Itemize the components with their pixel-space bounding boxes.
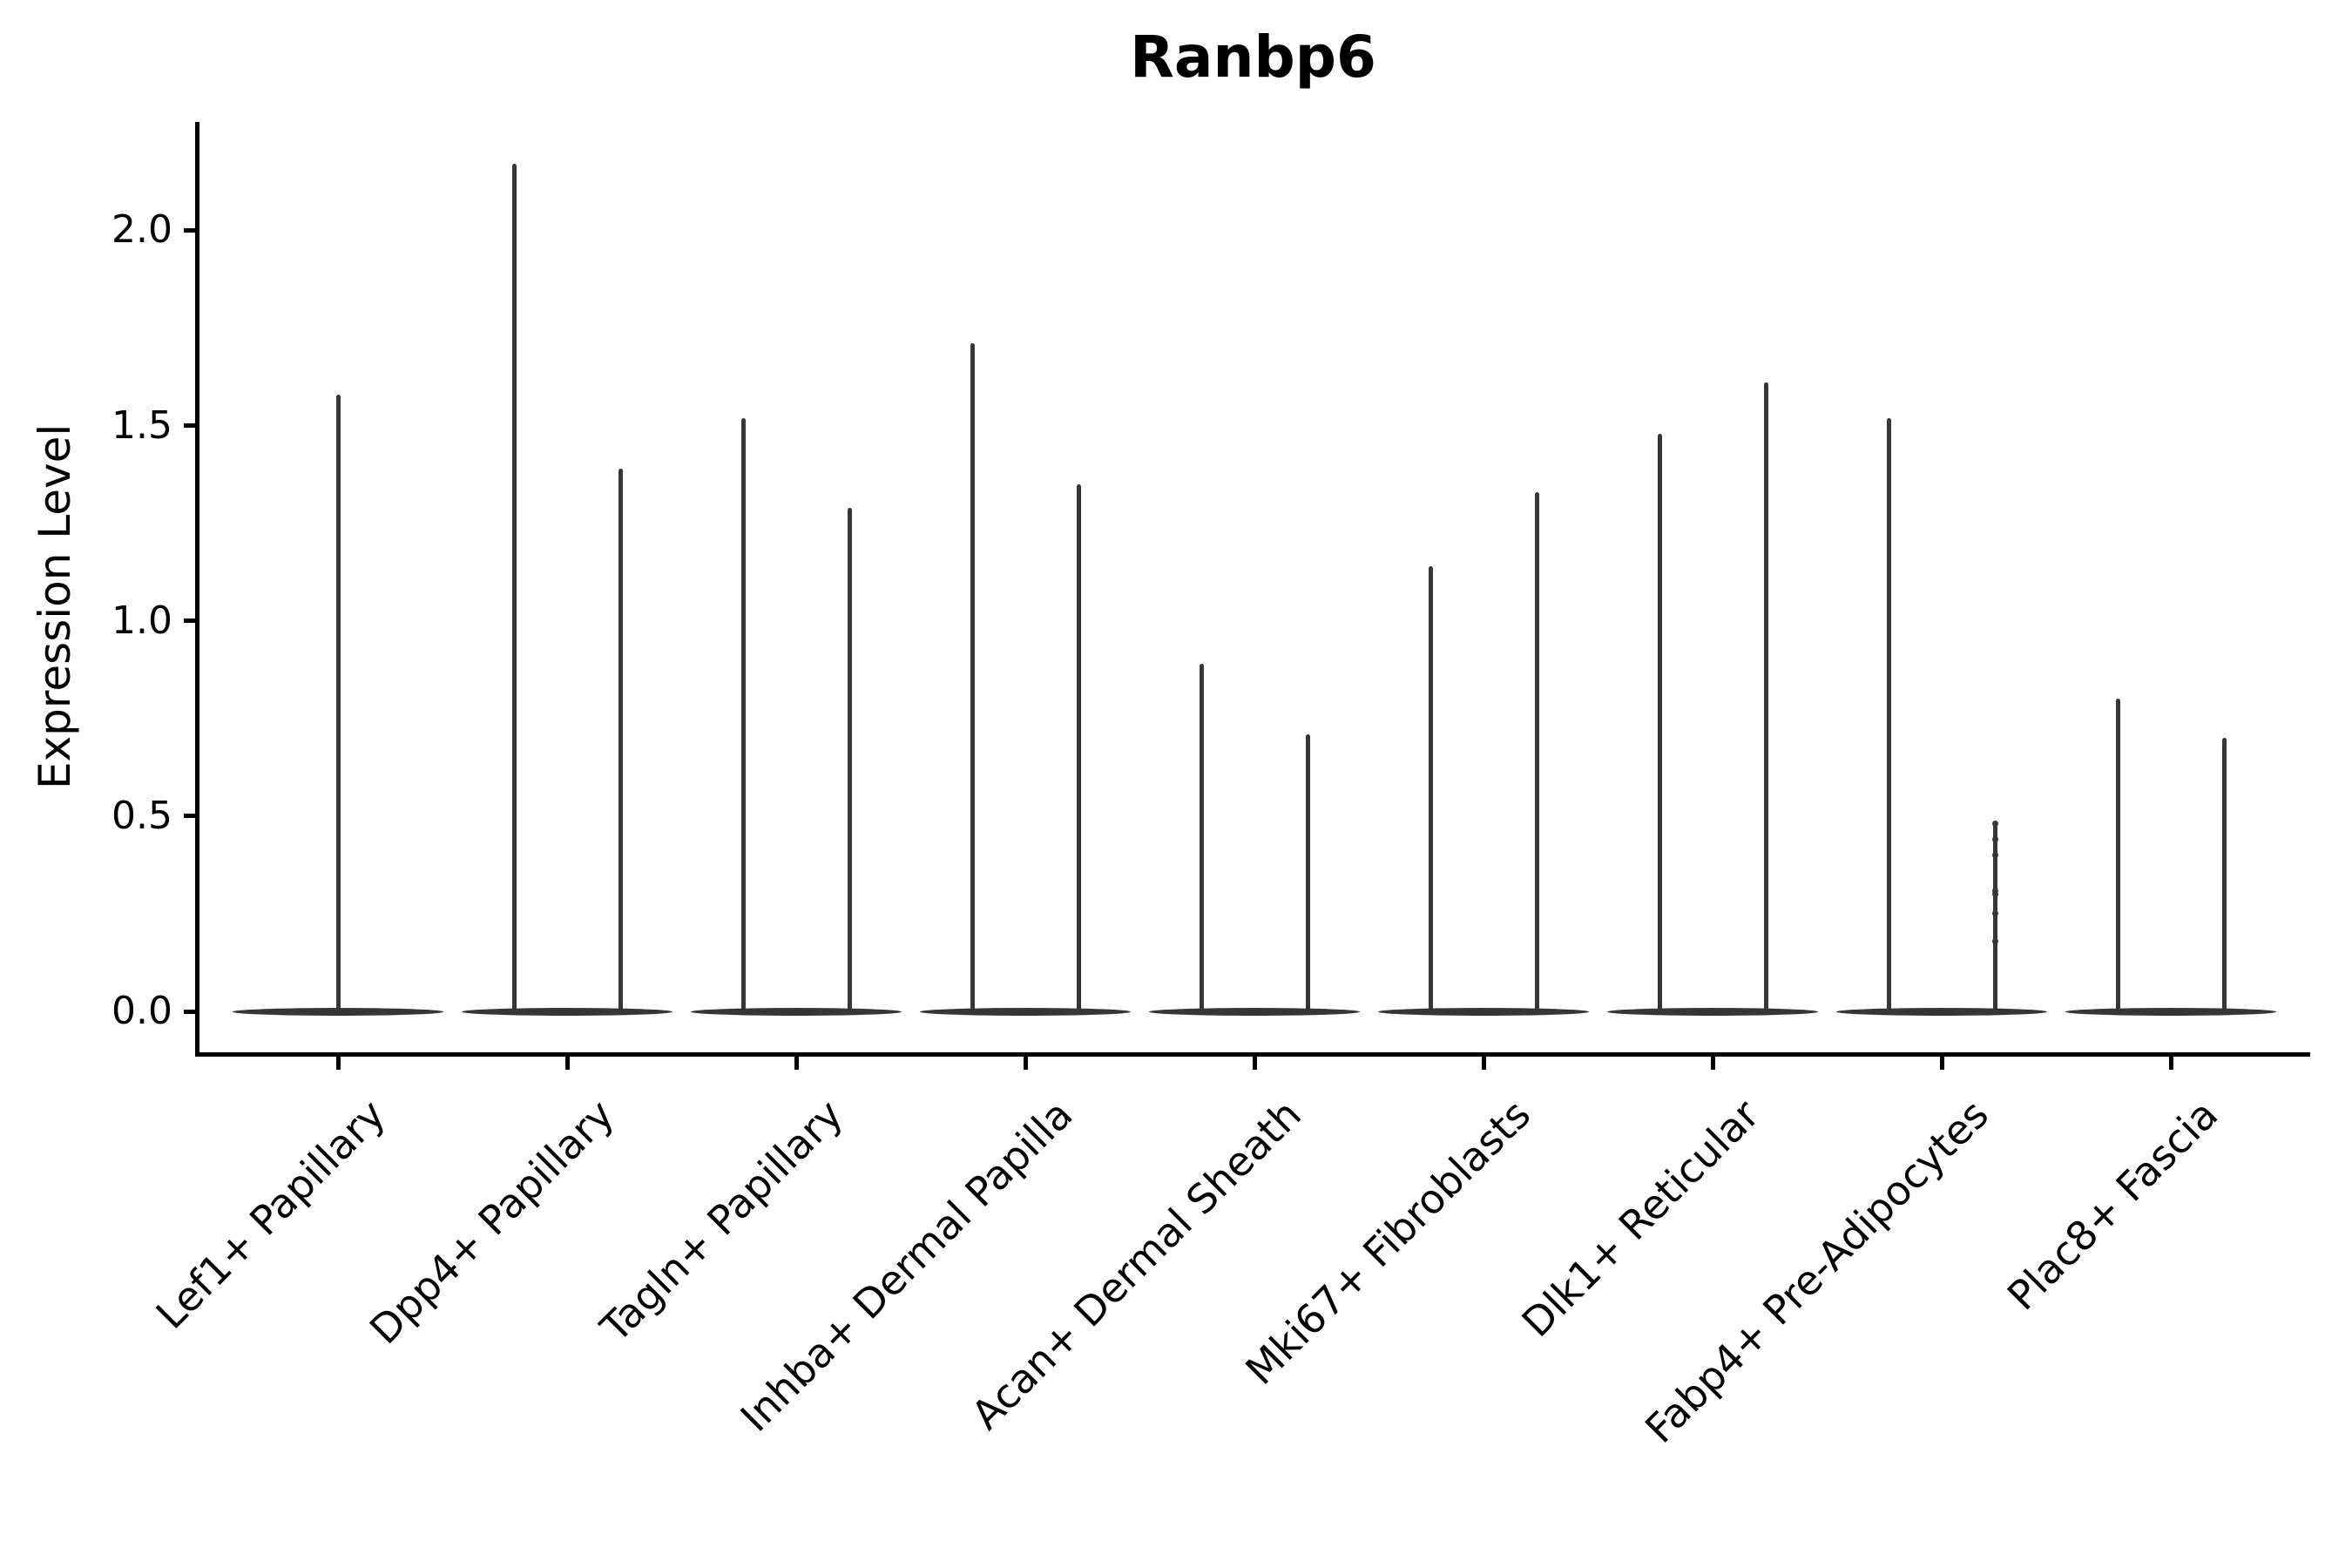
x-tick-mark [1023,1056,1028,1070]
x-tick-mark [1939,1056,1944,1070]
y-tick-mark [184,814,198,819]
expression-data-point [1991,836,1998,843]
violin-density-spike [1428,565,1433,1010]
y-tick-label: 1.0 [112,598,172,643]
y-tick-label: 0.0 [112,989,172,1033]
violin-density-spike [1305,733,1310,1010]
violin-density-spike [1992,823,1997,1010]
expression-data-point [1991,937,1998,944]
violin-density-spike [970,343,975,1010]
x-tick-label: Tagln+ Papillary [591,1091,853,1351]
x-tick-label: Plac8+ Fascia [1997,1091,2227,1320]
violin-body [462,1007,672,1016]
x-tick-mark [1710,1056,1715,1070]
x-tick-mark [2168,1056,2173,1070]
x-tick-mark [794,1056,799,1070]
x-tick-mark [1481,1056,1486,1070]
violin-density-spike [1763,382,1768,1010]
violin-body [1836,1007,2047,1016]
violin-density-spike [618,468,623,1010]
y-tick-mark [184,1009,198,1014]
x-tick-mark [564,1056,570,1070]
expression-data-point [1991,910,1998,917]
expression-data-point [1991,887,1998,894]
violin-body [1607,1007,1818,1016]
expression-data-point [1991,852,1998,859]
expression-data-point [1991,891,1998,897]
y-tick-label: 2.0 [112,207,172,253]
bottom-axis-spine [195,1052,2310,1057]
violin-density-spike [740,417,746,1010]
violin-density-spike [1886,417,1891,1010]
x-tick-mark [1252,1056,1257,1070]
violin-density-spike [847,507,852,1010]
violin-body [1378,1007,1589,1016]
violin-body [233,1007,443,1016]
violin-density-spike [1199,664,1204,1010]
y-tick-mark [184,423,198,429]
plot-title: Ranbp6 [1130,24,1376,91]
x-tick-label: Lef1+ Papillary [146,1091,395,1338]
y-tick-mark [184,227,198,233]
violin-body [1149,1007,1360,1016]
violin-body [920,1007,1131,1016]
violin-density-spike [1076,483,1081,1010]
violin-density-spike [2115,699,2120,1010]
y-tick-label: 0.5 [112,793,172,838]
violin-density-spike [511,164,517,1010]
y-tick-mark [184,618,198,624]
violin-density-spike [1657,433,1662,1010]
violin-body [2065,1007,2276,1016]
violin-density-spike [2221,738,2227,1010]
left-axis-spine [195,122,199,1057]
x-tick-label: Dpp4+ Papillary [360,1091,624,1354]
violin-body [691,1007,902,1016]
x-tick-label: Dlk1+ Reticular [1512,1091,1769,1347]
expression-data-point [1991,821,1998,828]
violin-density-spike [1534,491,1539,1010]
x-tick-mark [335,1056,341,1070]
y-tick-label: 1.5 [112,402,172,448]
violin-density-spike [335,394,341,1010]
